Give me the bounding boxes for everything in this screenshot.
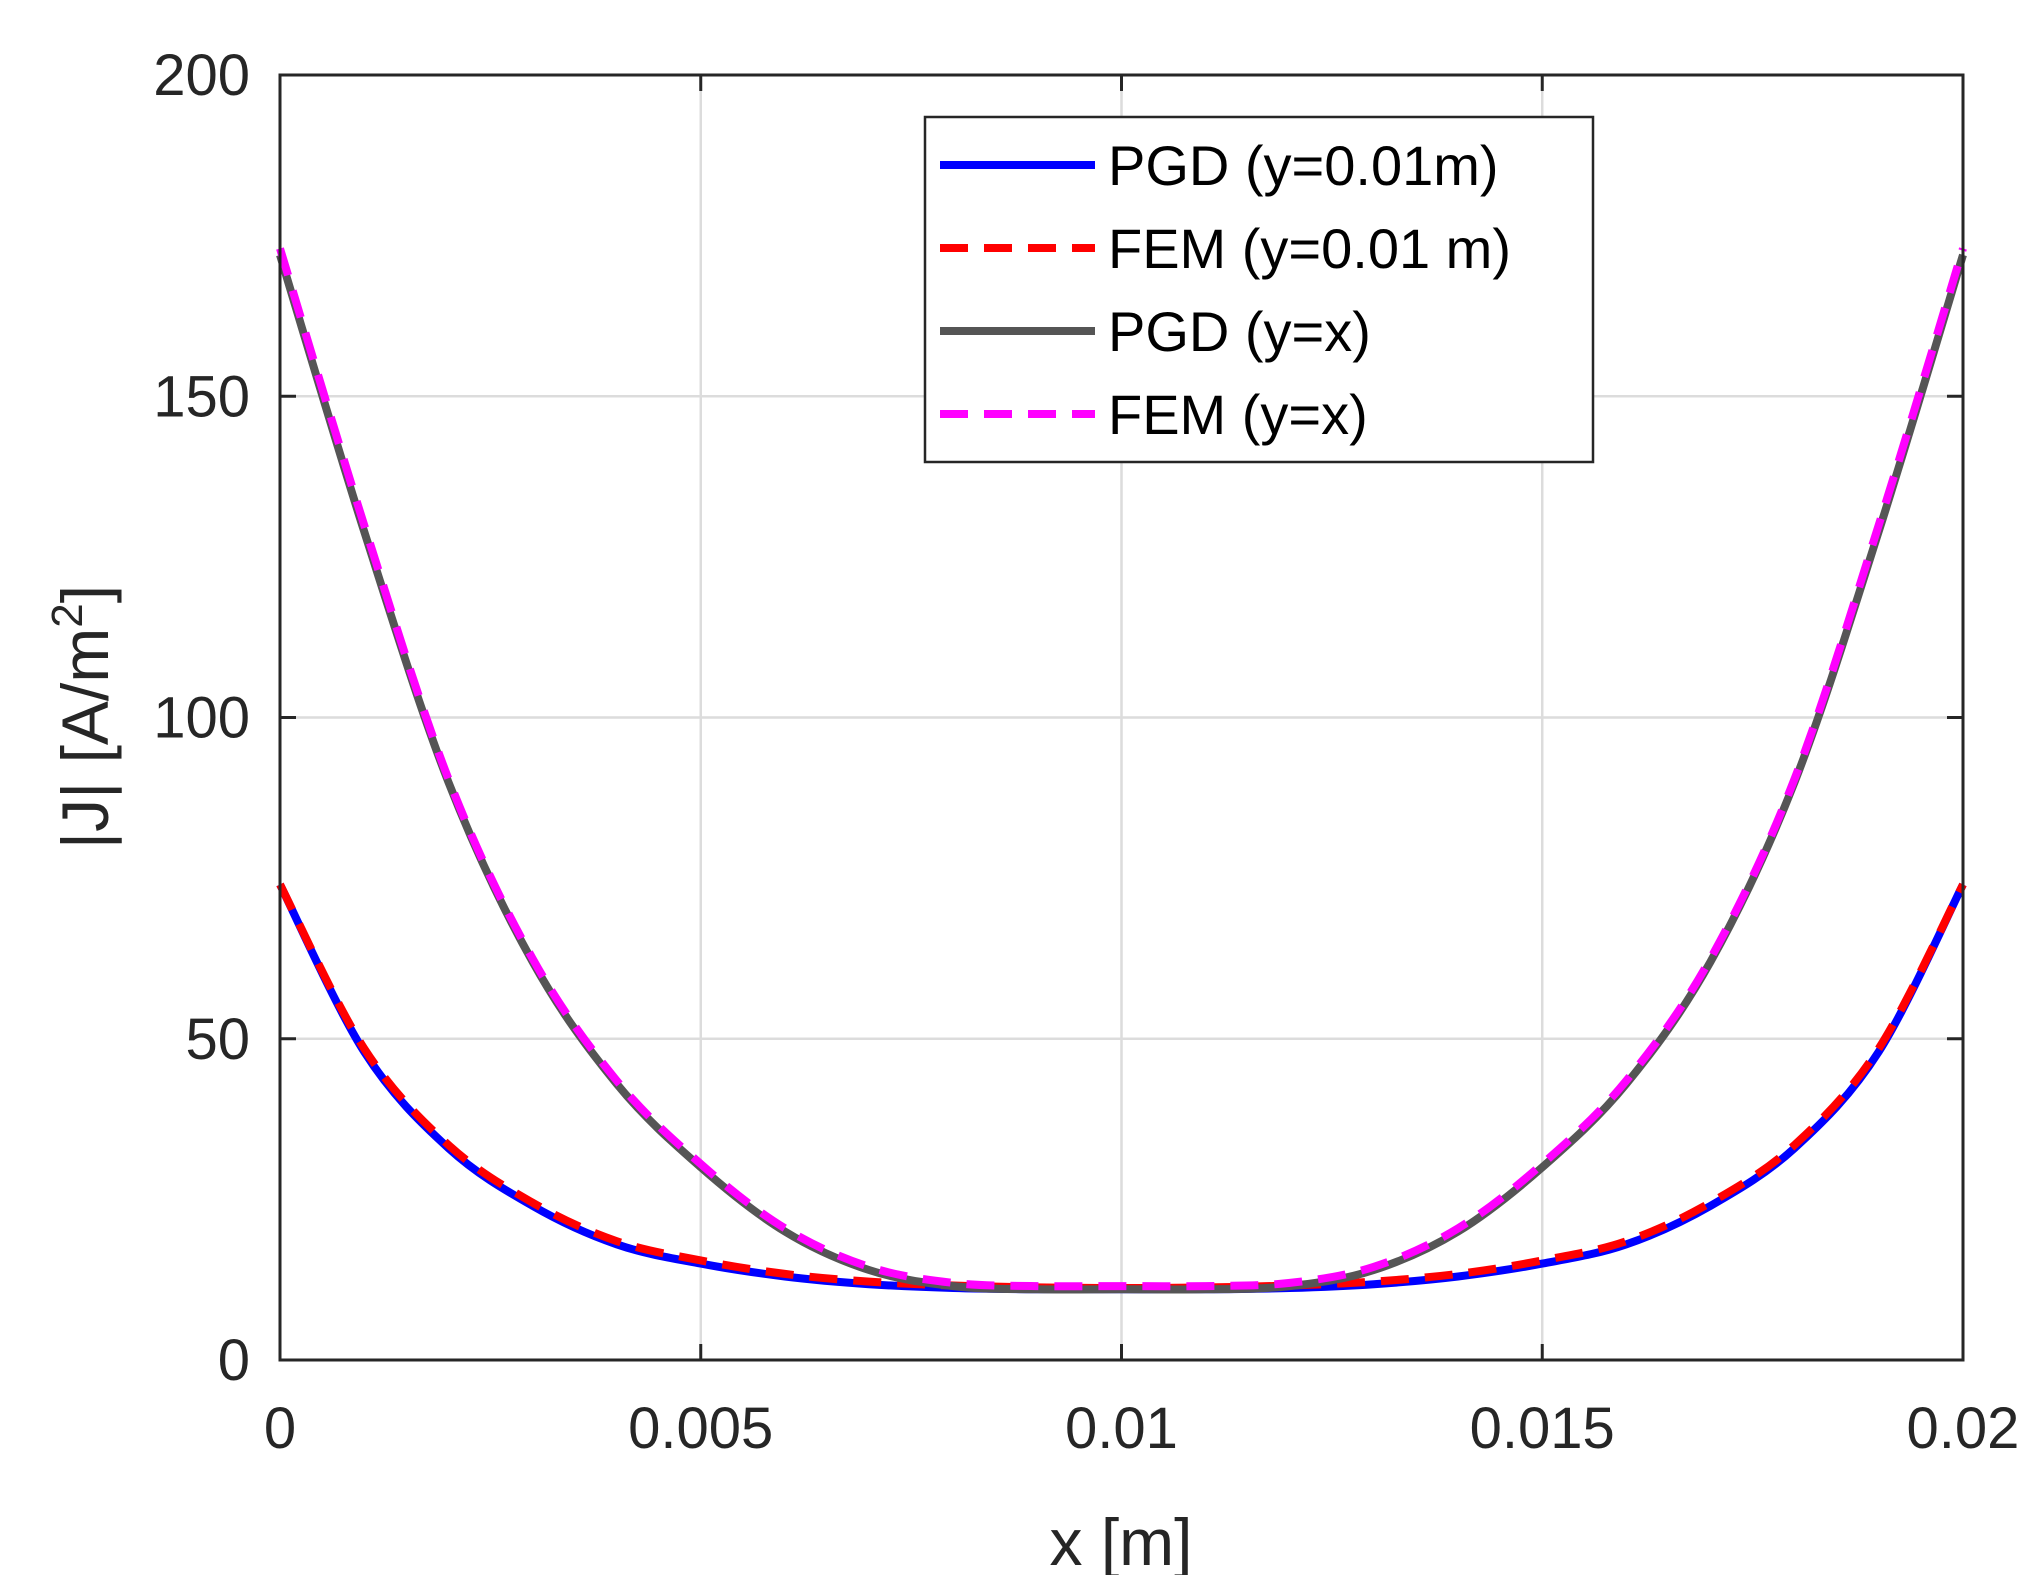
y-tick-label: 50 bbox=[185, 1007, 250, 1072]
x-tick-labels: 0 0.005 0.01 0.015 0.02 bbox=[264, 1396, 2020, 1461]
y-tick-label: 100 bbox=[153, 686, 250, 751]
legend-label: FEM (y=0.01 m) bbox=[1108, 217, 1511, 280]
series-lines bbox=[276, 247, 1967, 1294]
axis-ticks bbox=[278, 73, 1965, 1362]
x-tick-label: 0.02 bbox=[1907, 1396, 2020, 1461]
y-tick-label: 150 bbox=[153, 364, 250, 429]
x-axis-label: x [m] bbox=[1050, 1505, 1193, 1575]
legend-box bbox=[923, 115, 1595, 464]
legend-label: PGD (y=0.01m) bbox=[1108, 134, 1499, 197]
legend-label: PGD (y=x) bbox=[1108, 300, 1371, 363]
y-tick-label: 200 bbox=[153, 43, 250, 108]
x-tick-label: 0.005 bbox=[628, 1396, 773, 1461]
legend: PGD (y=0.01m) FEM (y=0.01 m) PGD (y=x) FEM … bbox=[923, 115, 1595, 464]
x-tick-label: 0.01 bbox=[1065, 1396, 1178, 1461]
x-tick-label: 0.015 bbox=[1470, 1396, 1615, 1461]
y-axis-label-superscript: 2 bbox=[43, 603, 92, 627]
x-tick-label: 0 bbox=[264, 1396, 296, 1461]
y-tick-label: 0 bbox=[218, 1328, 250, 1393]
legend-label: FEM (y=x) bbox=[1108, 383, 1368, 446]
y-axis-label-main: |J| [A/m bbox=[48, 628, 122, 849]
y-tick-labels: 0 50 100 150 200 bbox=[153, 43, 250, 1393]
series-line-fem-y-x bbox=[276, 247, 1967, 1291]
y-axis-label-suffix: ] bbox=[48, 585, 122, 603]
y-axis-label: |J| [A/m2] bbox=[43, 585, 122, 849]
legend-items: PGD (y=0.01m) FEM (y=0.01 m) PGD (y=x) FEM … bbox=[940, 134, 1511, 446]
